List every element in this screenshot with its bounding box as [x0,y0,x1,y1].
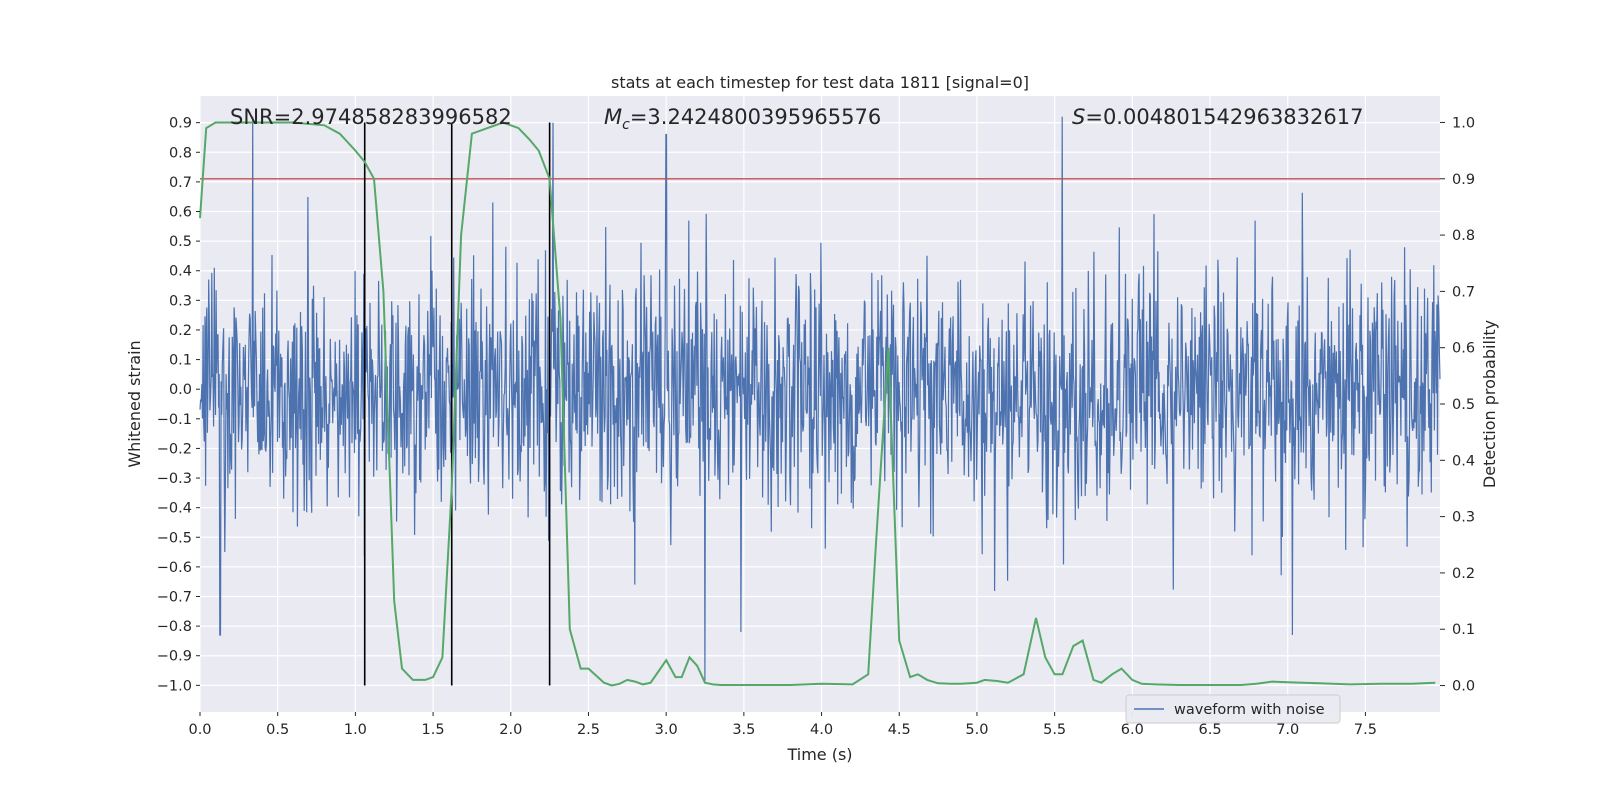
y-tick-label: −1.0 [157,678,192,694]
legend: waveform with noise [1125,694,1341,724]
x-tick-label: 7.5 [1354,722,1377,738]
legend-box [1125,694,1341,724]
x-tick-label: 6.5 [1198,722,1221,738]
s-annotation: S=0.004801542963832617 [1072,105,1363,129]
waveform-series [199,116,1441,683]
y-right-axis-label: Detection probability [1480,320,1499,488]
x-tick-label: 2.0 [499,722,522,738]
mc-annotation: Mc=3.2424800395965576 [604,105,881,133]
x-tick-label: 5.0 [965,722,988,738]
y-tick-label: 0.9 [169,116,192,132]
x-tick-label: 6.0 [1121,722,1144,738]
y-right-tick-label: 0.7 [1452,284,1475,300]
legend-label: waveform with noise [1174,702,1325,718]
y-tick-label: 0.4 [169,264,192,280]
x-tick-label: 3.5 [732,722,755,738]
y-tick-label: 0.6 [169,205,192,221]
y-right-tick-label: 0.1 [1452,622,1475,638]
x-tick-label: 4.5 [888,722,911,738]
y-tick-label: −0.6 [157,560,192,576]
y-right-tick-label: 0.3 [1452,510,1475,526]
y-tick-label: −0.4 [157,501,192,517]
y-tick-label: −0.2 [157,441,192,457]
y-tick-label: 0.0 [169,382,192,398]
x-axis-label: Time (s) [786,745,852,764]
y-tick-label: 0.1 [169,353,192,369]
y-tick-label: −0.1 [157,412,192,428]
y-right-tick-label: 0.2 [1452,566,1475,582]
x-tick-label: 4.0 [810,722,833,738]
y-right-tick-label: 0.6 [1452,341,1475,357]
y-right-tick-label: 0.0 [1452,679,1475,695]
mc-value: =3.2424800395965576 [630,105,881,129]
y-tick-label: 0.8 [169,145,192,161]
chart-title: stats at each timestep for test data 181… [611,73,1029,92]
y-tick-label: 0.3 [169,293,192,309]
mc-subscript: c [622,117,630,133]
vertical-markers [363,122,551,686]
x-tick-label: 0.5 [266,722,289,738]
x-tick-label: 2.5 [577,722,600,738]
y-tick-label: 0.7 [169,175,192,191]
y-right-tick-label: 1.0 [1452,115,1475,131]
y-tick-label: −0.3 [157,471,192,487]
y-right-tick-label: 0.4 [1452,453,1475,469]
s-symbol: S [1072,105,1085,129]
y-tick-label: −0.7 [157,590,192,606]
x-tick-label: 7.0 [1276,722,1299,738]
x-tick-label: 0.0 [188,722,211,738]
y-right-tick-labels: 1.0 0.9 0.8 0.7 0.6 0.5 0.4 0.3 0.2 0.1 0.0 [1440,115,1475,695]
probability-layer [199,121,1436,687]
probability-line [199,121,1436,687]
x-tick-label: 5.5 [1043,722,1066,738]
y-tick-label: −0.5 [157,530,192,546]
x-tick-label: 1.0 [344,722,367,738]
y-axis-label: Whitened strain [125,340,144,467]
x-tick-labels: 0.0 0.5 1.0 1.5 2.0 2.5 3.0 3.5 4.0 4.5 5.0 5.5 6.0 6… [188,712,1377,738]
snr-annotation: SNR=2.974858283996582 [230,105,512,129]
s-value: =0.004801542963832617 [1085,105,1363,129]
y-right-tick-label: 0.5 [1452,397,1475,413]
y-tick-label: 0.5 [169,234,192,250]
waveform-line [199,116,1441,683]
x-tick-label: 3.0 [655,722,678,738]
y-right-tick-label: 0.9 [1452,172,1475,188]
y-right-tick-label: 0.8 [1452,228,1475,244]
y-tick-labels: 0.9 0.8 0.7 0.6 0.5 0.4 0.3 0.2 0.1 0.0 −0.1 −0.2 −0… [157,116,200,694]
mc-symbol: M [604,105,622,129]
y-tick-label: −0.9 [157,649,192,665]
y-tick-label: 0.2 [169,323,192,339]
y-tick-label: −0.8 [157,619,192,635]
x-tick-label: 1.5 [422,722,445,738]
